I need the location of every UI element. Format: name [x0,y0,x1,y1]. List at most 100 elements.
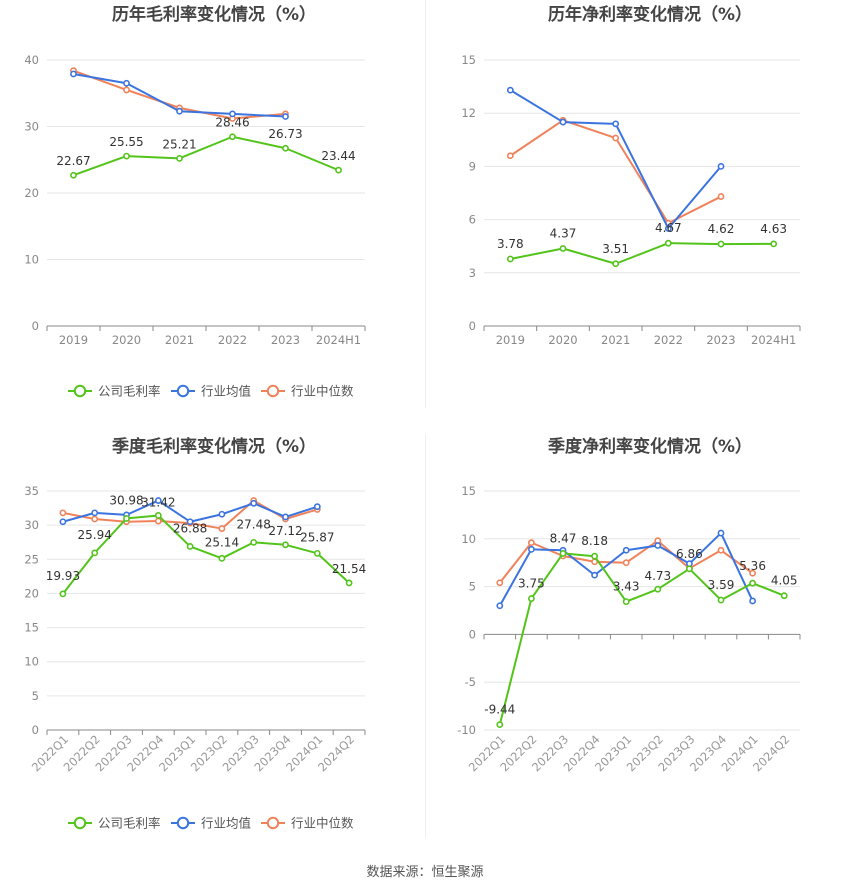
data-point-company [559,245,567,252]
data-label: 4.63 [760,222,787,236]
chart-title: 历年毛利率变化情况（%） [112,4,316,25]
y-tick-label: 0 [469,627,476,641]
data-point-avg [70,70,77,78]
chart-plot-group: 历年净利率变化情况（%） 0 3 6 9 12 15 2019 2020 2021 2022 2023… [461,4,801,347]
data-point-company [70,171,77,179]
data-point-company [59,590,67,598]
data-point-company [335,166,342,174]
data-point-avg [154,497,162,504]
y-tick-label: 0 [32,723,39,737]
data-label: 19.93 [46,569,80,583]
data-point-company [654,585,662,593]
x-tick-label: 2023 [706,333,735,347]
data-point-avg [749,597,756,605]
x-tick-label: 2024H1 [316,333,361,347]
data-point-company [91,549,99,557]
legend-marker-median [266,816,280,830]
y-tick-label: 40 [24,53,39,67]
legend-label: 行业均值 [201,816,251,831]
chart-svg: 历年毛利率变化情况（%） 0 10 20 30 40 2019 2020 2021 2022 202… [24,4,366,399]
data-point-avg [186,518,194,526]
data-label: 27.12 [268,524,302,538]
data-point-company [250,538,258,546]
y-tick-label: 15 [24,621,39,635]
data-label: 21.54 [332,562,366,576]
data-point-median [612,134,620,142]
data-point-company [123,152,130,160]
panel-divider [425,434,426,838]
data-point-company [282,541,289,549]
data-point-avg [717,162,725,170]
chart-plot-group: 历年毛利率变化情况（%） 0 10 20 30 40 2019 2020 2021 2022 202… [24,4,366,399]
data-point-median [59,509,67,517]
data-point-median [622,559,630,567]
legend-label: 行业中位数 [291,384,354,399]
chart-panel-annual-gross-margin: 历年毛利率变化情况（%） 0 10 20 30 40 2019 2020 2021 2022 202… [0,0,425,430]
data-point-median [218,525,226,532]
chart-title: 季度毛利率变化情况（%） [112,436,316,457]
series-line-avg [509,89,722,230]
chart-panel-quarterly-gross-margin: 季度毛利率变化情况（%） 0 5 10 15 20 25 30 35 2022Q1 2022Q2 20… [0,430,425,860]
x-tick-label: 2022 [654,333,683,347]
data-point-company [282,144,289,152]
data-point-median [154,517,162,525]
data-label: 8.47 [550,531,577,545]
y-tick-label: 0 [469,319,476,333]
data-point-avg [282,513,289,521]
x-tick-label: 2019 [59,333,88,347]
data-point-company [123,515,130,522]
data-label: 22.67 [56,154,90,168]
legend-label: 行业均值 [201,384,251,399]
data-point-company [664,239,672,247]
data-label: 8.18 [581,534,608,548]
legend-marker-avg [176,816,190,830]
data-point-avg [528,545,535,553]
chart-panel-annual-net-margin: 历年净利率变化情况（%） 0 3 6 9 12 15 2019 2020 2021 2022 2023… [425,0,850,430]
data-point-avg [622,546,630,554]
data-label: 3.43 [613,580,640,594]
data-point-avg [496,602,504,610]
data-point-avg [218,510,226,518]
x-tick-label: 2023 [271,333,300,347]
data-label: 27.48 [237,517,271,531]
data-point-company [717,596,725,604]
y-tick-label: 9 [469,159,476,173]
series-line-company [498,552,785,725]
y-tick-label: 12 [461,106,476,120]
data-source-note: 数据来源：恒生聚源 [366,865,484,880]
data-point-company [218,554,226,562]
data-label: 3.75 [518,577,545,591]
data-point-avg [59,518,67,526]
legend-label: 行业中位数 [291,816,354,831]
data-point-median [717,193,725,200]
data-label: 4.73 [644,569,671,583]
data-point-median [717,546,725,554]
data-point-avg [313,503,321,511]
data-point-company [229,133,236,141]
y-tick-label: 0 [32,319,39,333]
data-point-avg [591,571,598,579]
data-point-company [496,721,504,729]
data-point-avg [559,118,567,126]
data-point-company [345,579,353,587]
data-point-company [506,255,514,263]
y-tick-label: 5 [469,580,476,594]
data-label: 3.59 [708,578,735,592]
data-label: 25.55 [109,135,143,149]
data-point-avg [506,86,514,94]
data-point-avg [91,509,99,517]
chart-svg: 季度毛利率变化情况（%）051015202530352022Q12022Q220… [24,436,366,831]
data-point-company [686,565,693,573]
data-point-avg [612,120,620,128]
data-point-company [528,595,535,602]
y-tick-label: 20 [24,186,39,200]
data-point-avg [250,499,258,507]
data-point-avg [664,225,672,232]
data-point-company [186,543,194,550]
data-label: 5.36 [739,559,766,573]
legend-marker-median [266,384,280,398]
data-point-company [154,512,162,519]
x-tick-label: 2024H1 [751,333,796,347]
chart-svg: 历年净利率变化情况（%） 0 3 6 9 12 15 2019 2020 2021 2022 2023… [461,4,801,347]
y-tick-label: 35 [24,484,39,498]
